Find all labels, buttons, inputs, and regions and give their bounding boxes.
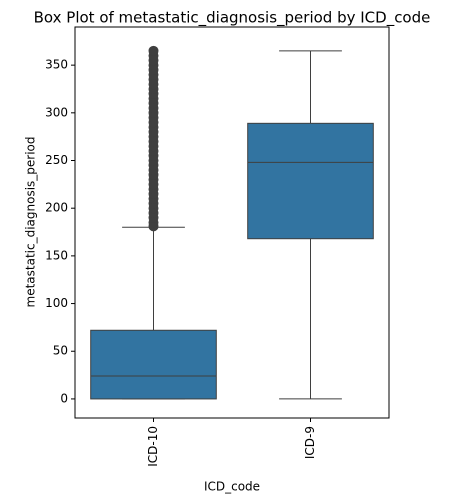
chart-title: Box Plot of metastatic_diagnosis_period …	[34, 9, 431, 28]
x-tick-label: ICD-10	[146, 426, 160, 467]
y-tick-label: 350	[45, 58, 68, 72]
y-tick-label: 200	[45, 201, 68, 215]
y-tick-label: 150	[45, 248, 68, 262]
y-tick-label: 250	[45, 153, 68, 167]
x-tick-label: ICD-9	[303, 426, 317, 459]
box	[90, 329, 217, 400]
y-tick-label: 300	[45, 105, 68, 119]
y-tick-label: 50	[53, 344, 68, 358]
outlier	[148, 45, 159, 56]
plot-frame	[74, 26, 390, 419]
y-axis-label: metastatic_diagnosis_period	[24, 136, 38, 307]
box	[247, 122, 374, 240]
y-tick-label: 0	[60, 391, 68, 405]
x-axis-label: ICD_code	[204, 480, 260, 494]
y-tick-label: 100	[45, 296, 68, 310]
